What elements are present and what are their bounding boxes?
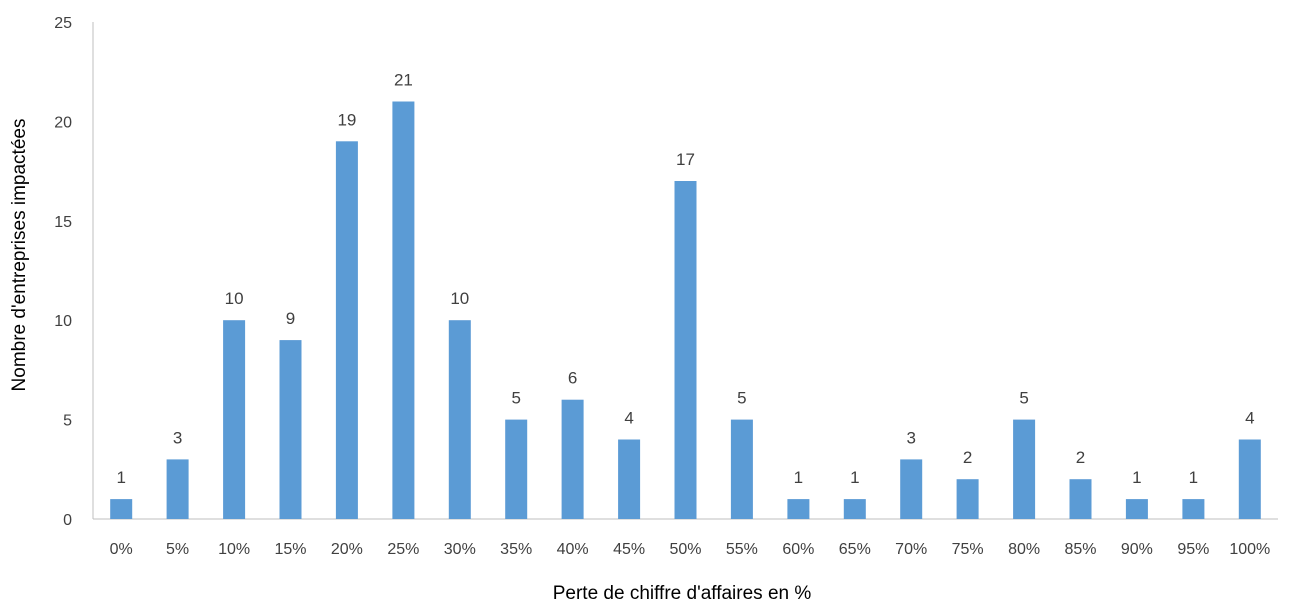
data-label: 10 <box>450 289 469 308</box>
bar <box>335 141 358 520</box>
x-tick-labels: 0% 5% 10% 15% 20% 25% 30% 35% 40% 45% 50% 55% 60% 65%… <box>110 541 1271 558</box>
x-tick-label: 85% <box>1064 541 1096 558</box>
x-tick-label: 15% <box>274 541 306 558</box>
y-tick-label: 20 <box>54 114 72 131</box>
x-tick-label: 80% <box>1008 541 1040 558</box>
x-tick-label: 90% <box>1121 541 1153 558</box>
bar <box>1238 439 1261 519</box>
data-label: 1 <box>116 468 125 487</box>
x-tick-label: 100% <box>1229 541 1270 558</box>
x-tick-label: 25% <box>387 541 419 558</box>
x-tick-label: 55% <box>726 541 758 558</box>
bar <box>787 499 810 519</box>
data-label: 21 <box>394 71 413 90</box>
x-tick-label: 20% <box>331 541 363 558</box>
data-label: 2 <box>1076 448 1085 467</box>
data-label: 1 <box>850 468 859 487</box>
x-tick-label: 75% <box>952 541 984 558</box>
y-tick-labels: 0 5 10 15 20 25 <box>54 15 72 529</box>
y-axis-title: Nombre d'entreprises impactées <box>9 119 30 392</box>
bar <box>1182 499 1205 519</box>
bar <box>505 419 528 519</box>
data-label: 5 <box>1019 389 1028 408</box>
data-label: 5 <box>511 389 520 408</box>
data-label: 1 <box>1132 468 1141 487</box>
x-axis-title: Perte de chiffre d'affaires en % <box>553 583 812 604</box>
y-tick-label: 10 <box>54 313 72 330</box>
x-tick-label: 35% <box>500 541 532 558</box>
data-label: 3 <box>906 428 915 447</box>
data-label: 4 <box>624 409 633 428</box>
bar <box>561 399 584 519</box>
x-tick-label: 45% <box>613 541 645 558</box>
bar <box>1125 499 1148 519</box>
bar <box>730 419 753 519</box>
x-tick-label: 70% <box>895 541 927 558</box>
bar-series <box>110 101 1261 520</box>
bar <box>110 499 133 519</box>
bar <box>448 320 471 519</box>
bar <box>1013 419 1036 519</box>
bar <box>166 459 189 519</box>
x-tick-label: 60% <box>782 541 814 558</box>
x-tick-label: 0% <box>110 541 133 558</box>
data-label: 6 <box>568 369 577 388</box>
data-label: 19 <box>337 110 356 129</box>
bar <box>900 459 923 519</box>
x-tick-label: 65% <box>839 541 871 558</box>
data-label: 1 <box>1189 468 1198 487</box>
bar <box>1069 479 1092 519</box>
x-tick-label: 40% <box>557 541 589 558</box>
bar <box>843 499 866 519</box>
y-tick-label: 5 <box>63 413 72 430</box>
bar <box>223 320 246 519</box>
data-label: 1 <box>794 468 803 487</box>
y-tick-label: 25 <box>54 15 72 32</box>
bar <box>279 340 302 519</box>
x-tick-label: 5% <box>166 541 189 558</box>
bar <box>956 479 979 519</box>
x-tick-label: 95% <box>1177 541 1209 558</box>
y-tick-label: 0 <box>63 512 72 529</box>
x-tick-label: 50% <box>669 541 701 558</box>
bar <box>392 101 415 519</box>
data-label: 3 <box>173 428 182 447</box>
x-tick-label: 10% <box>218 541 250 558</box>
x-tick-label: 30% <box>444 541 476 558</box>
y-tick-label: 15 <box>54 214 72 231</box>
data-label: 5 <box>737 389 746 408</box>
bar <box>674 181 697 519</box>
data-label: 17 <box>676 150 695 169</box>
data-label: 4 <box>1245 409 1254 428</box>
data-label: 2 <box>963 448 972 467</box>
bar <box>618 439 641 519</box>
data-label: 10 <box>225 289 244 308</box>
data-label: 9 <box>286 309 295 328</box>
